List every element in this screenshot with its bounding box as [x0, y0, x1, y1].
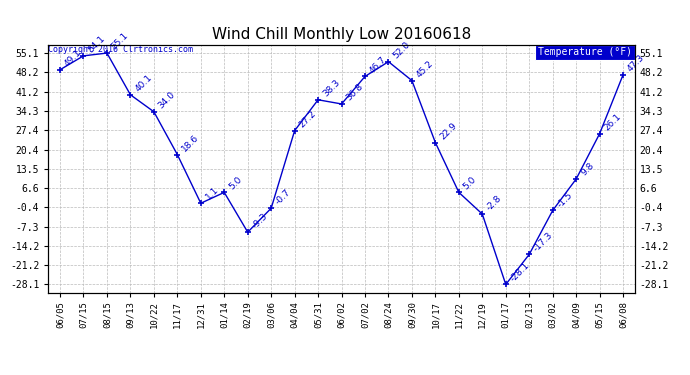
Text: Copyright 2016 Clrtronics.com: Copyright 2016 Clrtronics.com [48, 45, 193, 54]
Text: 26.1: 26.1 [602, 112, 623, 132]
Text: 5.0: 5.0 [462, 174, 478, 191]
Text: Temperature (°F): Temperature (°F) [538, 48, 632, 57]
Text: -2.8: -2.8 [485, 194, 504, 213]
Text: 38.3: 38.3 [321, 78, 342, 98]
Text: -9.3: -9.3 [250, 212, 269, 231]
Text: 27.2: 27.2 [297, 109, 318, 129]
Text: 47.3: 47.3 [626, 53, 647, 74]
Text: 45.2: 45.2 [415, 59, 435, 79]
Text: 46.7: 46.7 [368, 54, 388, 75]
Text: 22.9: 22.9 [438, 121, 459, 141]
Text: 5.0: 5.0 [227, 174, 244, 191]
Title: Wind Chill Monthly Low 20160618: Wind Chill Monthly Low 20160618 [212, 27, 471, 42]
Text: -28.1: -28.1 [509, 260, 531, 283]
Text: 40.1: 40.1 [133, 73, 154, 93]
Text: 49.1: 49.1 [63, 48, 83, 68]
Text: 36.8: 36.8 [344, 82, 365, 103]
Text: 52.0: 52.0 [391, 40, 412, 60]
Text: 18.6: 18.6 [180, 133, 201, 153]
Text: 54.1: 54.1 [86, 34, 107, 54]
Text: -0.7: -0.7 [274, 188, 293, 207]
Text: -1.5: -1.5 [555, 190, 574, 209]
Text: 1.1: 1.1 [204, 185, 220, 202]
Text: 34.0: 34.0 [157, 90, 177, 110]
Text: -17.3: -17.3 [532, 230, 555, 253]
Text: 9.8: 9.8 [579, 161, 595, 178]
Text: 55.1: 55.1 [110, 31, 130, 52]
